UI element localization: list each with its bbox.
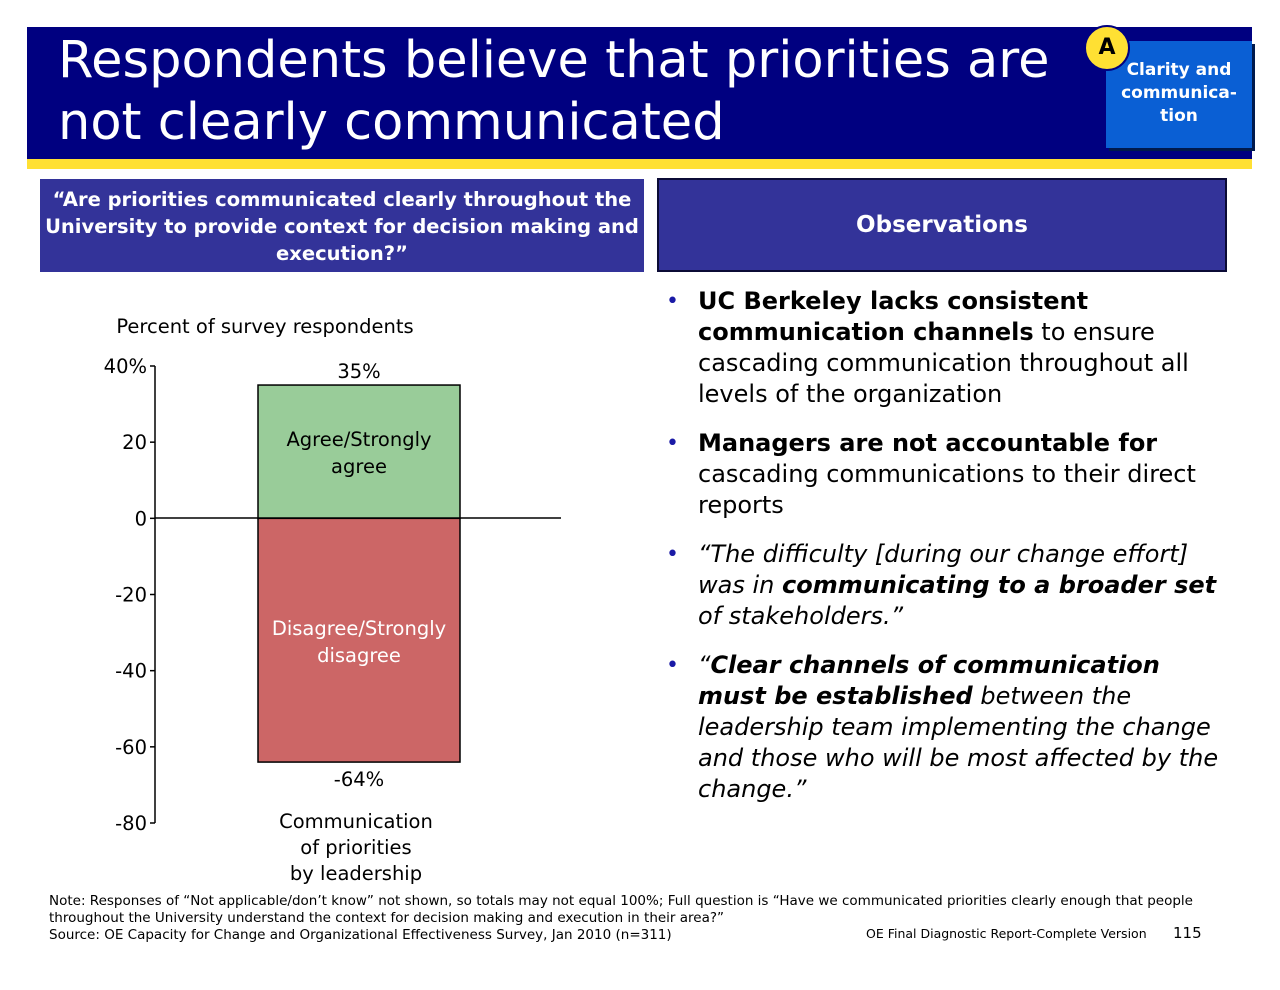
series-name-label: Disagree/Strongly (272, 617, 446, 640)
series-name-label: Agree/Strongly (286, 428, 431, 451)
observation-item: • Managers are not accountable for cascad… (660, 428, 1220, 521)
bullet-dot: • (666, 653, 679, 678)
series-name-label: disagree (317, 644, 401, 667)
observation-text: Managers are not accountable for cascadi… (698, 429, 1196, 519)
footnote: Note: Responses of “Not applicable/don’t… (49, 893, 1229, 944)
observations-header: Observations (657, 178, 1227, 272)
observation-rest: of stakeholders.” (698, 602, 904, 630)
observation-prefix: “The difficulty [during our change effor… (698, 540, 1189, 599)
category-label: Communication (279, 810, 433, 833)
category-label: by leadership (290, 862, 422, 885)
bars (257, 384, 461, 763)
observation-emphasis: UC Berkeley lacks consistent communicati… (698, 287, 1089, 346)
chart-ylabel: Percent of survey respondents (116, 315, 413, 338)
note-text: Note: Responses of “Not applicable/don’t… (49, 893, 1193, 926)
section-letter-badge: A (1084, 25, 1130, 71)
y-tick-label: 0 (135, 507, 147, 530)
title-band (27, 27, 1252, 159)
observation-rest: between the leadership team implementing… (698, 682, 1219, 803)
bullet-dot: • (666, 431, 679, 456)
y-tick-label: -80 (115, 812, 147, 835)
observation-text: UC Berkeley lacks consistent communicati… (698, 287, 1189, 408)
observation-item: • UC Berkeley lacks consistent communicat… (660, 286, 1220, 410)
bar-value-label: 35% (337, 360, 380, 383)
survey-question: “Are priorities communicated clearly thr… (40, 179, 644, 272)
section-tag-label: Clarity and communica-tion (1121, 60, 1237, 126)
survey-chart: Percent of survey respondents 40% 20 0 -20 -… (104, 315, 561, 885)
observation-prefix: “ (698, 651, 711, 679)
source-text: Source: OE Capacity for Change and Organ… (49, 927, 672, 943)
observation-text: “Clear channels of communication must be… (698, 651, 1218, 803)
observation-item: • “Clear channels of communication must b… (660, 650, 1220, 805)
observation-item: • “The difficulty [during our change effo… (660, 539, 1220, 632)
page-title: Respondents believe that priorities are … (58, 31, 1050, 152)
observation-emphasis: Clear channels of communication must be … (698, 651, 1160, 710)
title-stripe (27, 159, 1252, 169)
observation-emphasis: communicating to a broader set (781, 571, 1217, 599)
observation-emphasis: Managers are not accountable for (698, 429, 1158, 457)
footer-label: OE Final Diagnostic Report-Complete Vers… (866, 926, 1147, 941)
observations-list: • UC Berkeley lacks consistent communicat… (660, 286, 1220, 823)
category-label: of priorities (300, 836, 411, 859)
bar-labels: 35% Agree/Strongly agree -64% Disagree/Stron… (272, 360, 446, 885)
y-axis: 40% 20 0 -20 -40 -60 -80 (104, 355, 156, 835)
y-tick-label: 20 (122, 431, 147, 454)
bullet-dot: • (666, 289, 679, 314)
bar-value-label: -64% (334, 768, 384, 791)
observation-rest: cascading communications to their direct… (698, 460, 1196, 519)
page-number: 115 (1173, 924, 1202, 942)
y-tick-label: 40% (104, 355, 147, 378)
y-tick-label: -20 (115, 584, 147, 607)
bar-segment (257, 517, 461, 763)
y-tick-label: -60 (115, 736, 147, 759)
observation-text: “The difficulty [during our change effor… (698, 540, 1216, 630)
y-tick-label: -40 (115, 660, 147, 683)
series-name-label: agree (331, 455, 387, 478)
section-tag: Clarity and communica-tion (1106, 41, 1252, 148)
bullet-dot: • (666, 542, 679, 567)
bar-segment (257, 384, 461, 520)
observation-rest: to ensure cascading communication throug… (698, 318, 1189, 408)
